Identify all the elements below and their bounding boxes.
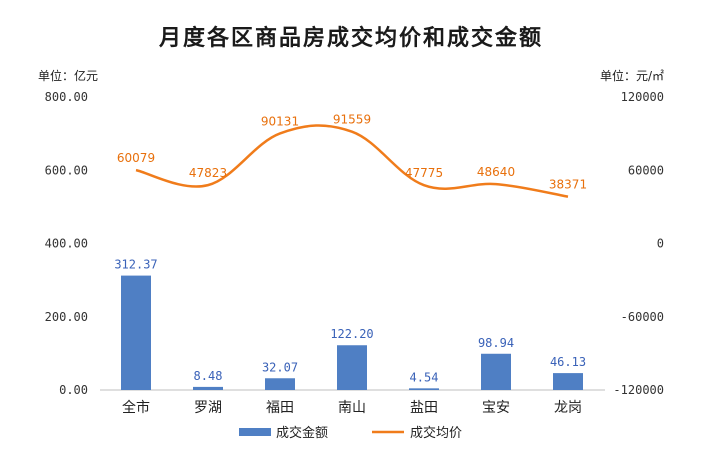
bar-data-label: 98.94: [478, 336, 514, 350]
line-data-label: 90131: [261, 114, 299, 128]
chart-title: 月度各区商品房成交均价和成交金额: [158, 25, 543, 51]
right-tick-label: -60000: [621, 310, 664, 324]
line-data-label: 47823: [189, 166, 227, 180]
line-data-labels: 60079 47823 90131 91559 47775 48640 38371: [117, 113, 587, 192]
bar-data-label: 8.48: [194, 369, 223, 383]
left-axis-ticks: 0.00 200.00 400.00 600.00 800.00: [45, 90, 88, 397]
left-axis-unit: 单位：亿元: [38, 68, 98, 83]
bar-data-label: 4.54: [410, 370, 439, 384]
right-tick-label: 60000: [628, 163, 664, 177]
line-data-label: 47775: [405, 166, 443, 180]
bar: [481, 353, 511, 390]
legend: 成交金额 成交均价: [239, 425, 462, 441]
category-label: 全市: [122, 399, 150, 416]
bar-data-label: 46.13: [550, 355, 586, 369]
left-tick-label: 0.00: [59, 383, 88, 397]
category-label: 罗湖: [194, 400, 222, 416]
bar-data-labels: 312.37 8.48 32.07 122.20 4.54 98.94 46.13: [114, 258, 586, 385]
line-data-label: 38371: [549, 178, 587, 192]
legend-bar-label: 成交金额: [276, 425, 328, 441]
bar: [193, 386, 223, 390]
left-tick-label: 800.00: [45, 90, 88, 104]
average-price-line: [135, 124, 569, 198]
left-tick-label: 600.00: [45, 163, 88, 177]
right-tick-label: 120000: [621, 90, 664, 104]
right-tick-label: 0: [657, 237, 664, 251]
line-series: [135, 124, 569, 198]
bar: [553, 373, 583, 390]
bar-data-label: 122.20: [330, 327, 373, 341]
line-data-label: 48640: [477, 165, 515, 179]
right-axis-unit: 单位：元/㎡: [600, 68, 664, 83]
category-labels: 全市 罗湖 福田 南山 盐田 宝安 龙岗: [122, 399, 582, 416]
bar-data-label: 32.07: [262, 360, 298, 374]
category-label: 宝安: [482, 400, 510, 416]
left-tick-label: 400.00: [45, 237, 88, 251]
bar: [337, 345, 367, 390]
bar-data-label: 312.37: [114, 258, 157, 272]
bar: [265, 378, 295, 390]
right-axis-ticks: -120000 -60000 0 60000 120000: [613, 90, 664, 397]
category-label: 龙岗: [554, 400, 582, 416]
category-label: 福田: [266, 400, 294, 416]
right-tick-label: -120000: [613, 383, 664, 397]
bar: [121, 275, 151, 390]
legend-line-label: 成交均价: [410, 425, 462, 441]
bar-series: [121, 275, 583, 390]
legend-bar-swatch: [239, 428, 271, 436]
line-data-label: 91559: [333, 113, 371, 127]
bar: [409, 388, 439, 390]
category-label: 南山: [338, 400, 366, 416]
line-data-label: 60079: [117, 151, 155, 165]
category-label: 盐田: [410, 400, 438, 416]
left-tick-label: 200.00: [45, 310, 88, 324]
